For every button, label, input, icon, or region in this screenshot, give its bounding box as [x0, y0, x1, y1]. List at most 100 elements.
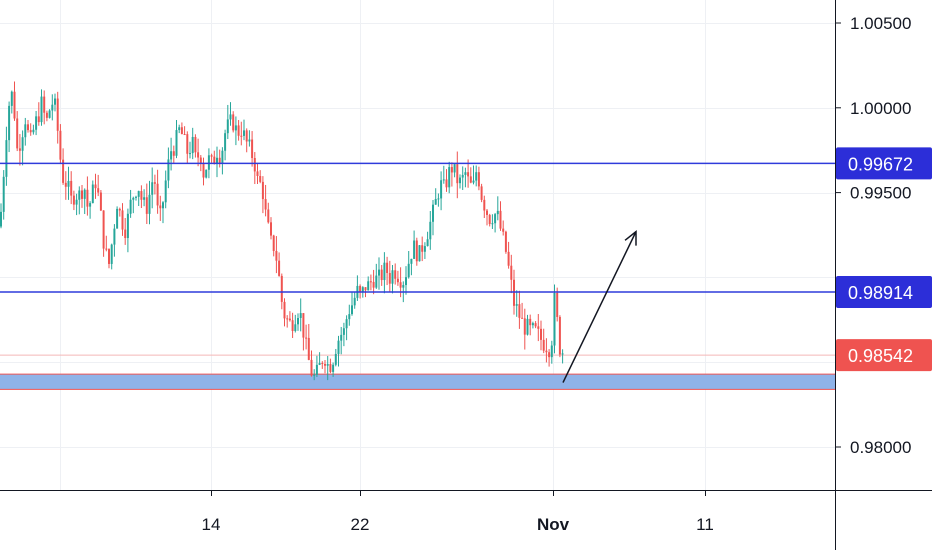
candle-body: [75, 199, 78, 205]
candle-body: [78, 190, 81, 200]
candle-body: [43, 96, 46, 113]
candle-body: [510, 265, 513, 280]
candle-body: [13, 91, 16, 119]
level-lines: [0, 162, 835, 293]
candle-body: [251, 139, 254, 158]
price-tags: 0.99672 0.98914 0.98542: [836, 147, 932, 372]
time-tick-label: 11: [696, 515, 714, 534]
candle-body: [143, 197, 146, 200]
candle-body: [121, 210, 124, 230]
price-axis-labels: 1.00500 1.00000 0.99500 0.98000: [850, 14, 911, 457]
level-tag-upper[interactable]: 0.99672: [836, 147, 932, 180]
candle-body: [272, 235, 275, 251]
candle-body: [221, 150, 224, 164]
candle-body: [480, 186, 483, 200]
candle-body: [62, 159, 65, 183]
candle-body: [375, 275, 378, 288]
candle-body: [407, 263, 410, 278]
candle-body: [353, 297, 356, 306]
candle-body: [229, 114, 232, 120]
candle-body: [450, 167, 453, 173]
candle-body: [234, 125, 237, 131]
candle-body: [486, 210, 488, 215]
candle-body: [415, 240, 418, 262]
candle-body: [110, 244, 113, 264]
candle-body: [523, 318, 526, 335]
candle-body: [113, 228, 116, 245]
candle-body: [378, 269, 380, 276]
candle-body: [291, 320, 294, 331]
last-price-tag[interactable]: 0.98542: [836, 339, 932, 372]
candle-body: [405, 277, 407, 286]
candle-body: [48, 110, 51, 118]
candle-body: [515, 304, 518, 306]
trend-arrow[interactable]: [562, 230, 637, 383]
candle-body: [245, 130, 248, 142]
candle-body: [64, 182, 67, 187]
candle-body: [342, 328, 345, 335]
level-tag-upper-label: 0.99672: [848, 154, 913, 174]
candle-body: [35, 116, 38, 130]
candle-body: [10, 91, 13, 106]
candle-body: [218, 157, 221, 164]
candle-body: [418, 245, 421, 262]
candle-body: [202, 163, 205, 178]
candle-body: [2, 176, 5, 212]
candle-body: [542, 339, 545, 351]
candle-body: [402, 285, 405, 288]
candle-body: [521, 317, 524, 319]
candle-body: [494, 214, 497, 224]
candle-body: [83, 189, 86, 199]
candle-body: [380, 269, 383, 281]
candle-body: [326, 364, 329, 366]
candle-body: [194, 136, 197, 153]
candle-body: [340, 334, 343, 341]
level-tag-lower[interactable]: 0.98914: [836, 275, 932, 308]
candle-body: [280, 275, 283, 302]
candle-body: [386, 262, 389, 273]
candle-body: [440, 180, 443, 199]
candle-body: [45, 112, 48, 118]
candle-body: [526, 318, 529, 335]
trend-arrow-head: [624, 230, 637, 246]
candle-body: [531, 323, 534, 326]
candle-body: [429, 221, 432, 240]
candle-body: [529, 318, 532, 326]
candle-body: [256, 171, 259, 176]
candle-body: [332, 364, 335, 372]
candle-body: [558, 316, 561, 355]
candle-body: [283, 301, 286, 319]
candle-body: [32, 129, 35, 133]
candle-body: [207, 155, 210, 170]
candle-body: [534, 323, 537, 327]
candle-body: [172, 151, 175, 156]
candle-body: [237, 125, 240, 136]
candle-body: [156, 183, 159, 206]
candle-body: [186, 134, 189, 154]
candle-body: [159, 205, 162, 209]
candle-body: [56, 98, 59, 131]
price-tick-label: 0.98000: [850, 438, 911, 457]
candle-body: [40, 96, 43, 123]
candle-body: [445, 179, 448, 188]
candle-body: [213, 156, 216, 165]
candle-body: [224, 133, 227, 151]
candle-body: [434, 198, 437, 205]
candle-body: [321, 362, 324, 364]
candle-body: [226, 119, 229, 134]
candle-body: [164, 180, 167, 203]
candle-body: [151, 182, 154, 195]
candle-body: [329, 364, 332, 372]
candle-body: [70, 180, 73, 196]
candle-body: [124, 229, 127, 239]
candle-body: [170, 151, 173, 160]
candle-body: [307, 337, 310, 360]
candle-body: [51, 104, 54, 111]
candle-body: [243, 130, 245, 136]
candle-body: [297, 318, 299, 325]
candle-body: [461, 174, 464, 178]
candle-body: [310, 359, 313, 376]
candle-body: [145, 197, 148, 214]
candle-body: [410, 258, 413, 264]
